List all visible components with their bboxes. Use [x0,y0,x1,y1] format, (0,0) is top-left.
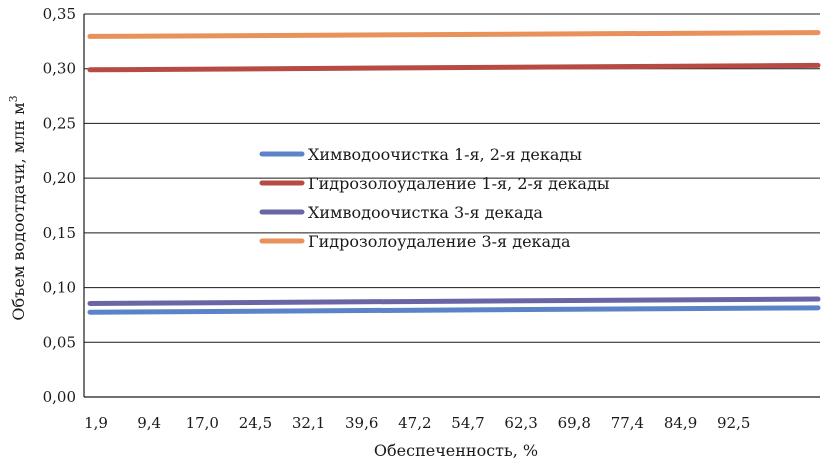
legend-label-4: Гидрозолоудаление 3-я декада [308,232,571,251]
y-tick-label: 0,15 [43,224,76,242]
series-line-1 [87,305,821,315]
y-axis-title-text: Объем водоотдачи, млн м [9,102,28,320]
series-line-4 [87,30,821,39]
y-tick-label: 0,35 [43,5,76,23]
x-tick-label: 54,7 [451,414,484,432]
x-tick-label: 84,9 [664,414,697,432]
legend-label-1: Химводоочистка 1-я, 2-я декады [308,145,582,164]
x-tick-label: 92,5 [717,414,750,432]
x-tick-label: 1,9 [84,414,108,432]
y-tick-label: 0,00 [43,388,76,406]
x-tick-label: 32,1 [292,414,325,432]
series-line-3 [87,296,821,306]
x-tick-label: 9,4 [137,414,161,432]
y-tick-label: 0,30 [43,60,76,78]
x-tick-label: 47,2 [398,414,431,432]
x-tick-label: 39,6 [345,414,378,432]
x-tick-label: 77,4 [611,414,644,432]
legend-label-3: Химводоочистка 3-я декада [308,203,543,222]
x-tick-label: 62,3 [504,414,537,432]
legend: Химводоочистка 1-я, 2-я декады Гидрозолоу… [259,145,610,251]
x-tick-label: 24,5 [239,414,272,432]
y-axis-title-superscript: 3 [7,95,20,102]
y-tick-label: 0,20 [43,169,76,187]
y-tick-label: 0,10 [43,279,76,297]
x-tick-label: 69,8 [558,414,591,432]
y-axis-title: Объем водоотдачи, млн м3 [7,95,28,320]
x-tick-label: 17,0 [186,414,219,432]
y-tick-label: 0,05 [43,333,76,351]
legend-label-2: Гидрозолоудаление 1-я, 2-я декады [308,174,610,193]
series-line-2 [87,62,821,73]
y-tick-label: 0,25 [43,114,76,132]
x-axis-title: Обеспеченность, % [374,441,538,460]
series-lines [87,30,821,315]
y-tick-labels: 0,00 0,05 0,10 0,15 0,20 0,25 0,30 0,35 [43,5,76,406]
x-tick-labels: 1,9 9,4 17,0 24,5 32,1 39,6 47,2 54,7 62,3 69,8 77… [84,414,750,432]
